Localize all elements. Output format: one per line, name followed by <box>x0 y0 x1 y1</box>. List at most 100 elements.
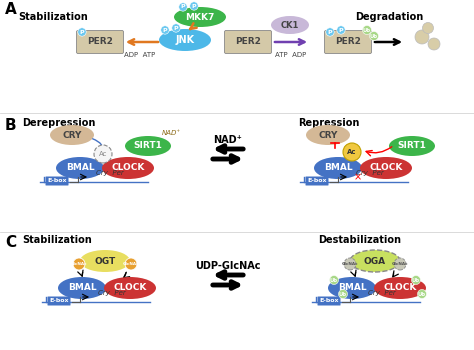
FancyBboxPatch shape <box>47 296 71 306</box>
Text: Stabilization: Stabilization <box>22 235 92 245</box>
Text: CLOCK: CLOCK <box>113 284 146 293</box>
Text: C: C <box>5 235 16 250</box>
Text: E-box: E-box <box>47 178 67 183</box>
Text: B: B <box>5 118 17 133</box>
Circle shape <box>190 2 198 10</box>
Text: ATP  ADP: ATP ADP <box>275 52 307 58</box>
Text: SIRT1: SIRT1 <box>134 141 163 150</box>
Ellipse shape <box>125 136 171 156</box>
Text: CRY: CRY <box>62 131 82 140</box>
Text: CLOCK: CLOCK <box>369 163 403 173</box>
Circle shape <box>329 275 338 285</box>
Text: P: P <box>173 26 178 30</box>
Ellipse shape <box>104 277 156 299</box>
Text: GlcNAc: GlcNAc <box>123 262 139 266</box>
Text: GlcNAc: GlcNAc <box>342 262 358 266</box>
Text: CRY: CRY <box>319 131 337 140</box>
Text: GlcNAc: GlcNAc <box>71 262 87 266</box>
Text: A: A <box>5 2 17 17</box>
Text: OGA: OGA <box>364 257 386 266</box>
Ellipse shape <box>306 125 350 145</box>
Circle shape <box>73 258 85 270</box>
Text: P: P <box>80 29 84 35</box>
Text: BMAL: BMAL <box>337 284 366 293</box>
Ellipse shape <box>271 16 309 34</box>
Ellipse shape <box>389 136 435 156</box>
Text: Repression: Repression <box>298 118 359 128</box>
Text: NAD⁺: NAD⁺ <box>162 130 181 136</box>
Text: Ac: Ac <box>99 151 107 157</box>
Circle shape <box>422 22 434 34</box>
Text: Ub: Ub <box>370 34 378 38</box>
Text: Destabilization: Destabilization <box>318 235 401 245</box>
Circle shape <box>172 24 180 32</box>
Text: PER2: PER2 <box>235 37 261 47</box>
FancyBboxPatch shape <box>46 176 69 186</box>
Text: P: P <box>163 28 167 33</box>
Text: CLOCK: CLOCK <box>383 284 417 293</box>
Text: BMAL: BMAL <box>66 163 94 173</box>
Circle shape <box>338 289 347 299</box>
Text: Ub: Ub <box>339 292 347 296</box>
Text: JNK: JNK <box>175 35 194 45</box>
Text: MKK7: MKK7 <box>185 13 215 21</box>
Text: Cry  Per: Cry Per <box>356 170 384 176</box>
Text: Cry  Per: Cry Per <box>96 170 124 176</box>
Circle shape <box>344 258 356 270</box>
Text: E-box: E-box <box>307 178 327 183</box>
Circle shape <box>94 145 112 163</box>
Text: CLOCK: CLOCK <box>111 163 145 173</box>
Text: Ub: Ub <box>412 278 420 282</box>
Text: Degradation: Degradation <box>355 12 423 22</box>
Ellipse shape <box>360 157 412 179</box>
Circle shape <box>337 26 345 34</box>
FancyBboxPatch shape <box>225 30 272 54</box>
Ellipse shape <box>56 157 104 179</box>
Ellipse shape <box>374 277 426 299</box>
Ellipse shape <box>328 277 376 299</box>
Circle shape <box>363 26 372 35</box>
Text: Ub: Ub <box>330 278 338 282</box>
FancyBboxPatch shape <box>325 30 372 54</box>
Circle shape <box>394 258 406 270</box>
FancyBboxPatch shape <box>318 296 340 306</box>
Text: Ub: Ub <box>418 292 426 296</box>
Text: PER2: PER2 <box>87 37 113 47</box>
Text: E-box: E-box <box>49 299 69 303</box>
Ellipse shape <box>80 250 130 272</box>
Text: E-box: E-box <box>319 299 339 303</box>
Ellipse shape <box>159 29 211 51</box>
Circle shape <box>179 3 187 11</box>
Circle shape <box>411 275 420 285</box>
Ellipse shape <box>58 277 106 299</box>
Circle shape <box>418 289 427 299</box>
Text: P: P <box>181 5 185 9</box>
Circle shape <box>428 38 440 50</box>
Text: OGT: OGT <box>94 257 116 266</box>
Text: CK1: CK1 <box>281 21 299 29</box>
Circle shape <box>343 143 361 161</box>
Text: BMAL: BMAL <box>68 284 96 293</box>
Text: Ub: Ub <box>363 28 371 33</box>
FancyBboxPatch shape <box>76 30 124 54</box>
Ellipse shape <box>350 250 400 272</box>
Text: BMAL: BMAL <box>324 163 352 173</box>
Circle shape <box>326 28 334 36</box>
Ellipse shape <box>50 125 94 145</box>
Text: ADP  ATP: ADP ATP <box>124 52 155 58</box>
Circle shape <box>161 26 169 34</box>
Text: Cry  Per: Cry Per <box>98 290 126 296</box>
Ellipse shape <box>314 157 362 179</box>
FancyBboxPatch shape <box>306 176 328 186</box>
Text: P: P <box>328 29 332 35</box>
Circle shape <box>370 32 379 41</box>
Text: P: P <box>191 4 196 8</box>
Text: Cry  Per: Cry Per <box>368 290 396 296</box>
Text: PER2: PER2 <box>335 37 361 47</box>
Ellipse shape <box>174 7 226 27</box>
Text: ×: × <box>354 172 362 182</box>
Circle shape <box>415 30 429 44</box>
Text: Stabilization: Stabilization <box>18 12 88 22</box>
Text: Ac: Ac <box>347 149 357 155</box>
Text: NAD⁺: NAD⁺ <box>214 135 242 145</box>
